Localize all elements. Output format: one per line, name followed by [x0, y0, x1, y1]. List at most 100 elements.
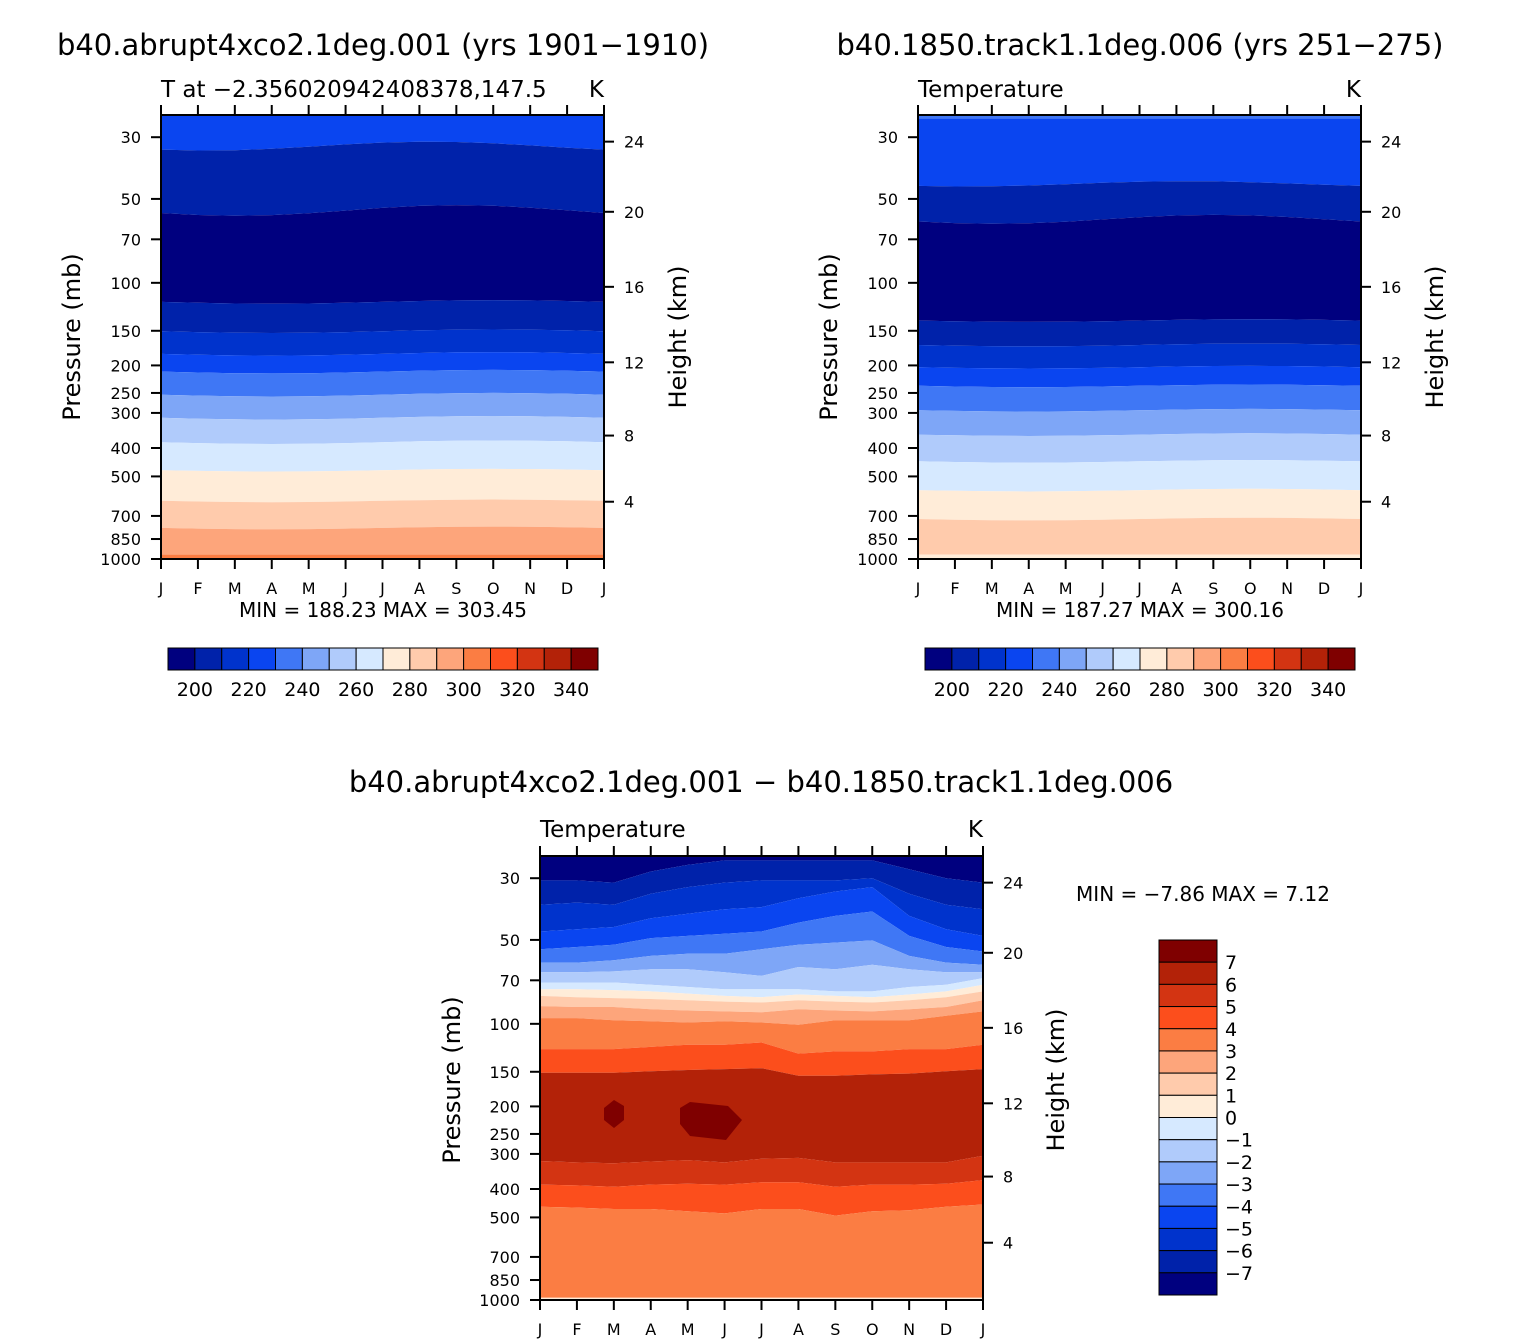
y-right-tick-label: 20 [1381, 203, 1401, 222]
y-right-tick-label: 24 [1003, 874, 1023, 893]
colorbar-label: 6 [1225, 974, 1237, 996]
x-tick-label: M [302, 579, 316, 598]
contour-band [918, 488, 1361, 521]
y-tick-label: 100 [110, 274, 141, 293]
chart-title: b40.abrupt4xco2.1deg.001 (yrs 1901−1910) [57, 28, 709, 62]
contour-band [918, 517, 1361, 555]
x-tick-label: S [451, 579, 461, 598]
y-right-tick-label: 8 [624, 427, 634, 446]
y-tick-label: 700 [867, 507, 898, 526]
colorbar-swatch [301, 647, 330, 671]
y-tick-label: 50 [500, 931, 520, 950]
colorbar-swatch [436, 647, 465, 671]
colorbar-label: 2 [1225, 1063, 1237, 1085]
y-right-tick-label: 16 [624, 278, 644, 297]
max-contour-region [680, 1102, 742, 1140]
contour-band [161, 554, 604, 559]
colorbar-label: 200 [177, 679, 213, 701]
colorbar-label: 300 [1202, 679, 1238, 701]
y-axis-label: Pressure (mb) [815, 253, 843, 420]
colorbar-swatch [1158, 1094, 1218, 1118]
contour-band [540, 940, 983, 976]
y-right-axis-label: Height (km) [1421, 266, 1449, 409]
x-tick-label: J [758, 1320, 764, 1339]
y-tick-label: 250 [489, 1125, 520, 1144]
colorbar-label: 260 [338, 679, 374, 701]
x-tick-label: O [487, 579, 500, 598]
colorbar-swatch [355, 647, 384, 671]
y-tick-label: 300 [489, 1145, 520, 1164]
y-tick-label: 400 [489, 1180, 520, 1199]
x-tick-label: O [1244, 579, 1257, 598]
y-tick-label: 30 [878, 128, 898, 147]
colorbar-swatch [167, 647, 196, 671]
colorbar-swatch [1085, 647, 1114, 671]
contour-band [918, 118, 1361, 187]
x-tick-label: D [561, 579, 573, 598]
y-right-tick-label: 8 [1003, 1168, 1013, 1187]
y-right-tick-label: 20 [1003, 944, 1023, 963]
colorbar-swatch [1139, 647, 1168, 671]
left-subtitle: Temperature [539, 817, 686, 843]
panel-difference: J F M A M J J A S O N D J305070100150200250300400500… [349, 765, 1330, 1339]
y-tick-label: 50 [121, 190, 141, 209]
y-tick-label: 50 [878, 190, 898, 209]
y-tick-label: 150 [110, 322, 141, 341]
colorbar-label: 1 [1225, 1085, 1237, 1107]
colorbar-label: −4 [1225, 1196, 1253, 1218]
colorbar-swatch [221, 647, 250, 671]
contour-band [918, 319, 1361, 347]
y-tick-label: 500 [489, 1208, 520, 1227]
contour-band [540, 1068, 983, 1164]
contour-band [540, 1204, 983, 1298]
contour-band [161, 141, 604, 216]
colorbar-swatch [978, 647, 1007, 671]
y-axis-label: Pressure (mb) [58, 253, 86, 420]
colorbar-swatch [1158, 1227, 1218, 1252]
y-right-tick-label: 16 [1381, 278, 1401, 297]
contour-band [540, 964, 983, 992]
y-right-tick-label: 16 [1003, 1019, 1023, 1038]
x-tick-label: A [645, 1320, 656, 1339]
colorbar-label: 7 [1225, 952, 1237, 974]
contour-band [918, 408, 1361, 436]
x-tick-label: J [379, 579, 385, 598]
x-tick-label: M [1059, 579, 1073, 598]
y-tick-label: 100 [867, 274, 898, 293]
x-tick-label: M [607, 1320, 621, 1339]
colorbar-swatch [328, 647, 357, 671]
contour-band [161, 526, 604, 555]
y-tick-label: 1000 [100, 550, 141, 569]
panel-1850-control: J F M A M J J A S O N D J305070100150200250300400500… [815, 28, 1449, 701]
colorbar-swatch [1158, 1205, 1218, 1229]
colorbar-swatch [1158, 1250, 1218, 1274]
colorbar-label: 260 [1095, 679, 1131, 701]
colorbar-label: 340 [1310, 679, 1346, 701]
x-tick-label: S [830, 1320, 840, 1339]
y-right-tick-label: 12 [624, 353, 644, 372]
contour-band [540, 1180, 983, 1216]
y-tick-label: 700 [489, 1248, 520, 1267]
contour-band [918, 554, 1361, 559]
contour-band [540, 878, 983, 936]
colorbar-swatch [382, 647, 411, 671]
colorbar-label: 280 [1149, 679, 1185, 701]
contour-band [161, 205, 604, 304]
contour-band [540, 887, 983, 952]
left-subtitle: T at −2.356020942408378,147.5 [160, 77, 547, 103]
contour-band [918, 433, 1361, 463]
y-right-tick-label: 12 [1003, 1094, 1023, 1113]
y-tick-label: 250 [867, 384, 898, 403]
y-tick-label: 150 [867, 322, 898, 341]
x-tick-label: D [1318, 579, 1330, 598]
contour-band [540, 978, 983, 998]
colorbar-swatch [951, 647, 980, 671]
colorbar-label: 240 [284, 679, 320, 701]
y-tick-label: 700 [110, 507, 141, 526]
y-right-tick-label: 8 [1381, 427, 1391, 446]
y-right-tick-label: 4 [624, 493, 634, 512]
x-tick-label: A [1023, 579, 1034, 598]
y-tick-label: 850 [867, 530, 898, 549]
colorbar-swatch [490, 647, 518, 671]
